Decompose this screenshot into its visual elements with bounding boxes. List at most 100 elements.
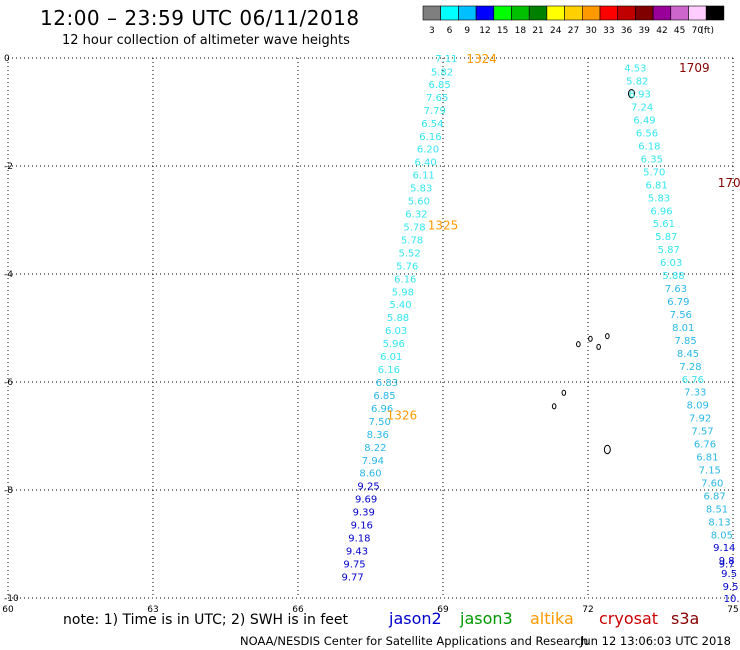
wave-height-value: 6.54 bbox=[421, 119, 443, 130]
wave-height-value: 5.83 bbox=[648, 193, 670, 204]
wave-height-value: 5.61 bbox=[653, 219, 675, 230]
legend-bin-label: 39 bbox=[639, 26, 651, 36]
wave-height-value: 7.33 bbox=[684, 388, 706, 399]
legend-bin-label: 42 bbox=[656, 26, 667, 36]
wave-height-value: 9.39 bbox=[353, 508, 375, 519]
chart-subtitle: 12 hour collection of altimeter wave hei… bbox=[62, 33, 350, 48]
wave-height-value: 6.32 bbox=[405, 210, 427, 221]
island-outline bbox=[596, 343, 601, 350]
wave-height-value: 5.78 bbox=[401, 235, 423, 246]
wave-height-value: 7.60 bbox=[701, 478, 723, 489]
y-tick-label: -4 bbox=[4, 270, 13, 280]
wave-height-value: 7.28 bbox=[679, 362, 701, 373]
legend-cryosat: cryosat bbox=[599, 609, 659, 628]
color-legend: 3 6 9 12 15 18 21 24 27 30 33 36 39 42 45 70(ft) bbox=[422, 5, 725, 36]
wave-height-value: 5.78 bbox=[403, 222, 425, 233]
legend-bin-label: 21 bbox=[532, 26, 543, 36]
wave-height-value: 5.40 bbox=[389, 300, 411, 311]
wave-height-value: 6.85 bbox=[373, 391, 395, 402]
wave-height-value: 6.85 bbox=[428, 80, 450, 91]
chart-title: 12:00 – 23:59 UTC 06/11/2018 bbox=[40, 6, 360, 30]
wave-height-value: 6.76 bbox=[694, 440, 716, 451]
track-number-label: 1324 bbox=[466, 52, 497, 66]
legend-bin-label: 24 bbox=[550, 26, 562, 36]
wave-height-value: 8.51 bbox=[706, 504, 728, 515]
wave-height-value: 7.15 bbox=[699, 465, 721, 476]
x-tick-label: 66 bbox=[292, 605, 304, 615]
legend-bin-label: 33 bbox=[603, 26, 614, 36]
wave-height-value: 9.5 bbox=[723, 582, 739, 593]
wave-height-value: 7.63 bbox=[665, 284, 687, 295]
wave-height-value: 9.8 bbox=[719, 556, 735, 567]
credit-timestamp: Jun 12 13:06:03 UTC 2018 bbox=[580, 634, 731, 648]
wave-height-value: 7.79 bbox=[424, 106, 446, 117]
wave-height-value: 6.16 bbox=[419, 132, 441, 143]
wave-height-value: 9.75 bbox=[343, 559, 365, 570]
wave-height-value: 5.98 bbox=[392, 287, 414, 298]
wave-height-value: 5.87 bbox=[655, 232, 677, 243]
legend-bin-label: 3 bbox=[429, 26, 435, 36]
island-outline bbox=[576, 341, 581, 348]
wave-height-value: 4.53 bbox=[624, 64, 646, 75]
wave-height-value: 8.36 bbox=[367, 430, 389, 441]
track-number-label: 1326 bbox=[387, 408, 418, 422]
wave-height-value: 5.60 bbox=[408, 197, 430, 208]
wave-height-value: 8.01 bbox=[672, 323, 694, 334]
legend-jason3: jason3 bbox=[460, 609, 513, 628]
legend-swatch bbox=[705, 5, 725, 21]
y-tick-label: 0 bbox=[4, 54, 10, 64]
wave-height-value: 5.88 bbox=[387, 313, 409, 324]
footer-note: note: 1) Time is in UTC; 2) SWH is in fe… bbox=[63, 612, 349, 628]
wave-height-value: 6.76 bbox=[682, 375, 704, 386]
wave-height-value: 7.56 bbox=[670, 310, 692, 321]
wave-height-value: 5.82 bbox=[626, 77, 648, 88]
x-tick-label: 69 bbox=[437, 605, 449, 615]
wave-height-value: 7.50 bbox=[369, 417, 391, 428]
wave-height-value: 7.94 bbox=[362, 456, 384, 467]
y-tick-label: -10 bbox=[4, 594, 19, 604]
legend-bin-label: 6 bbox=[447, 26, 453, 36]
track-number-label: 1708 bbox=[718, 176, 740, 190]
wave-height-value: 5.52 bbox=[399, 248, 421, 259]
wave-height-value: 6.79 bbox=[667, 297, 689, 308]
legend-altika: altika bbox=[530, 609, 574, 628]
wave-height-value: 6.40 bbox=[414, 158, 436, 169]
x-tick-label: 63 bbox=[147, 605, 158, 615]
wave-height-value: 9.43 bbox=[346, 546, 368, 557]
wave-height-value: 5.87 bbox=[658, 245, 680, 256]
legend-bin-label: 70 bbox=[692, 26, 704, 36]
wave-height-value: 6.83 bbox=[376, 378, 398, 389]
wave-height-value: 8.45 bbox=[677, 349, 699, 360]
island-outline bbox=[628, 88, 635, 99]
wave-height-value: 7.65 bbox=[426, 93, 448, 104]
x-tick-label: 60 bbox=[2, 605, 14, 615]
island-outline bbox=[551, 403, 557, 410]
wave-height-value: 7.24 bbox=[631, 103, 653, 114]
wave-height-value: 6.16 bbox=[378, 365, 400, 376]
island-outline bbox=[605, 333, 610, 340]
island-outline bbox=[603, 444, 611, 455]
credit-line: NOAA/NESDIS Center for Satellite Applica… bbox=[240, 634, 589, 648]
legend-bin-label: 9 bbox=[464, 26, 470, 36]
wave-height-value: 5.82 bbox=[431, 68, 453, 79]
y-tick-label: -2 bbox=[4, 162, 13, 172]
wave-height-value: 9.77 bbox=[341, 572, 363, 583]
wave-height-value: 8.60 bbox=[359, 469, 381, 480]
wave-height-value: 6.87 bbox=[704, 491, 726, 502]
wave-height-value: 9.16 bbox=[351, 521, 373, 532]
y-tick-label: -8 bbox=[4, 486, 13, 496]
legend-bin-label: 45 bbox=[674, 26, 685, 36]
wave-height-value: 9.7 bbox=[719, 559, 735, 570]
wave-height-value: 9.69 bbox=[355, 495, 377, 506]
wave-height-value: 7.57 bbox=[691, 427, 713, 438]
wave-height-value: 6.18 bbox=[638, 141, 660, 152]
island-outline bbox=[588, 335, 593, 342]
wave-height-value: 9.14 bbox=[713, 543, 735, 554]
wave-height-value: 6.03 bbox=[385, 326, 407, 337]
wave-height-value: 6.11 bbox=[413, 171, 435, 182]
wave-height-value: 5.88 bbox=[662, 271, 684, 282]
wave-height-value: 5.70 bbox=[643, 167, 665, 178]
wave-height-value: 6.56 bbox=[636, 129, 658, 140]
wave-height-value: 6.93 bbox=[629, 90, 651, 101]
